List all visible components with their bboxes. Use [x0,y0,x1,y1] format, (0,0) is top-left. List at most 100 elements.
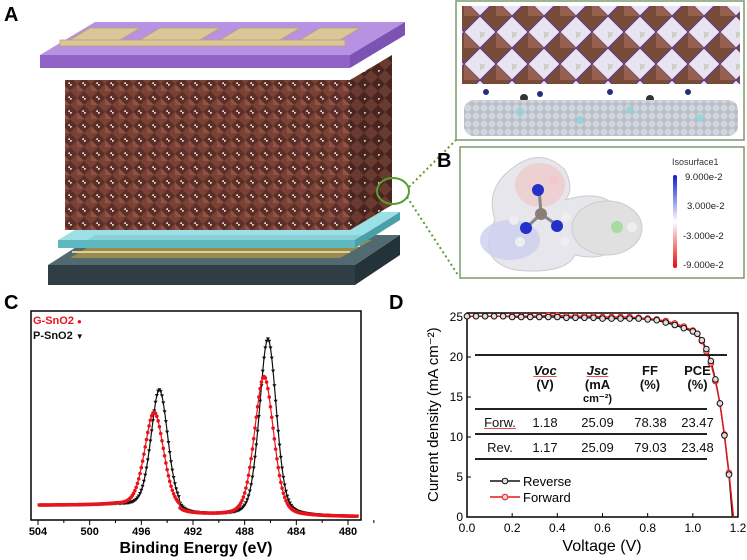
data-point [170,468,175,473]
data-point [254,443,259,447]
data-point [277,473,282,478]
header-unit: (%) [687,377,708,392]
data-point [721,432,728,439]
table-cell: 25.09 [581,415,614,430]
header-unit: (mA [584,377,611,392]
data-point [617,315,624,322]
data-point [158,431,163,436]
data-point [703,345,710,353]
data-point [171,475,176,480]
data-point [145,458,150,462]
data-point [272,437,277,441]
data-point [280,466,285,471]
data-point [246,473,251,478]
y-tick-label: 5 [456,470,463,484]
data-point [635,315,642,322]
data-point [276,465,281,470]
data-point [463,312,471,320]
legend-forward: Forward [523,490,571,505]
data-point [278,455,283,460]
data-point [262,356,267,361]
data-point [285,494,290,499]
colorbar [673,175,677,268]
x-tick-label: 0.6 [594,521,611,535]
header-unit: (V) [536,377,554,392]
x-tick-label: 500 [80,526,98,538]
data-point [499,312,507,320]
data-point [160,439,164,443]
panel-label-a: A [4,4,19,26]
data-point [662,319,670,326]
table-header-jsc: Jsc (mA cm⁻²) [575,364,620,406]
data-point [284,489,288,494]
data-point [238,501,243,505]
data-point [626,315,633,322]
x-tick-label: 0.0 [459,521,476,535]
header-text: PCE [684,363,711,378]
series-line [39,375,358,517]
data-point [133,488,137,493]
data-point [271,426,275,430]
legend-label: G-SnO2 [33,315,74,327]
x-tick-label: 1.0 [684,521,701,535]
data-point [545,313,552,321]
data-point [282,483,287,487]
data-point [169,460,174,464]
table-header-voc: Voc (V) [525,364,565,392]
data-point [281,475,286,480]
legend-marker [501,493,509,501]
legend-g-sno2: G-SnO2 ● [33,315,82,328]
data-point [266,386,270,391]
data-point [165,467,169,472]
x-tick-label: 480 [339,526,357,538]
electrode [59,27,362,47]
data-point [563,314,570,322]
data-point [269,356,274,361]
data-point [572,314,579,322]
data-point [245,480,250,484]
data-point [172,482,177,486]
data-point [174,487,179,491]
table-cell: 78.38 [634,415,667,430]
data-point [144,437,149,442]
data-point [269,415,274,420]
data-point [248,465,252,470]
panel-label-b: B [437,150,452,172]
colorbar-title: Isosurface1 [672,157,719,167]
x-tick-label: 484 [287,526,306,538]
data-point [680,324,688,332]
data-point [277,443,282,448]
data-point [250,475,255,480]
data-point [698,336,706,344]
zoom-link-line [408,139,457,188]
data-point [276,429,281,434]
data-point [170,488,175,493]
table-cell: 1.17 [532,440,558,455]
data-point [241,495,246,499]
data-point [143,473,148,478]
data-point [244,486,248,490]
data-point [286,498,291,503]
crystal-structure-inset [455,0,745,141]
data-point [144,466,149,471]
data-point [257,395,261,399]
table-header-ff: FF (%) [630,364,670,392]
header-text: Voc [533,363,557,378]
data-point [274,415,279,419]
data-point [268,404,273,409]
data-point [273,447,278,451]
data-point [249,483,254,487]
data-point [280,486,284,491]
jv-chart: 0.0 0.2 0.4 0.6 0.8 1.0 1.2 0 5 10 15 20 25 [450,310,747,535]
x-tick-label: 504 [29,526,48,538]
data-point [273,399,278,404]
data-point [167,451,172,455]
data-point [554,313,561,321]
circle-marker-icon: ● [77,317,82,326]
table-cell: 23.48 [681,440,714,455]
x-tick-label: 496 [132,526,150,538]
data-point [517,313,525,321]
data-point [250,447,255,451]
data-point [284,498,288,503]
y-axis-label: Current density (mA cm⁻²) [425,327,442,503]
